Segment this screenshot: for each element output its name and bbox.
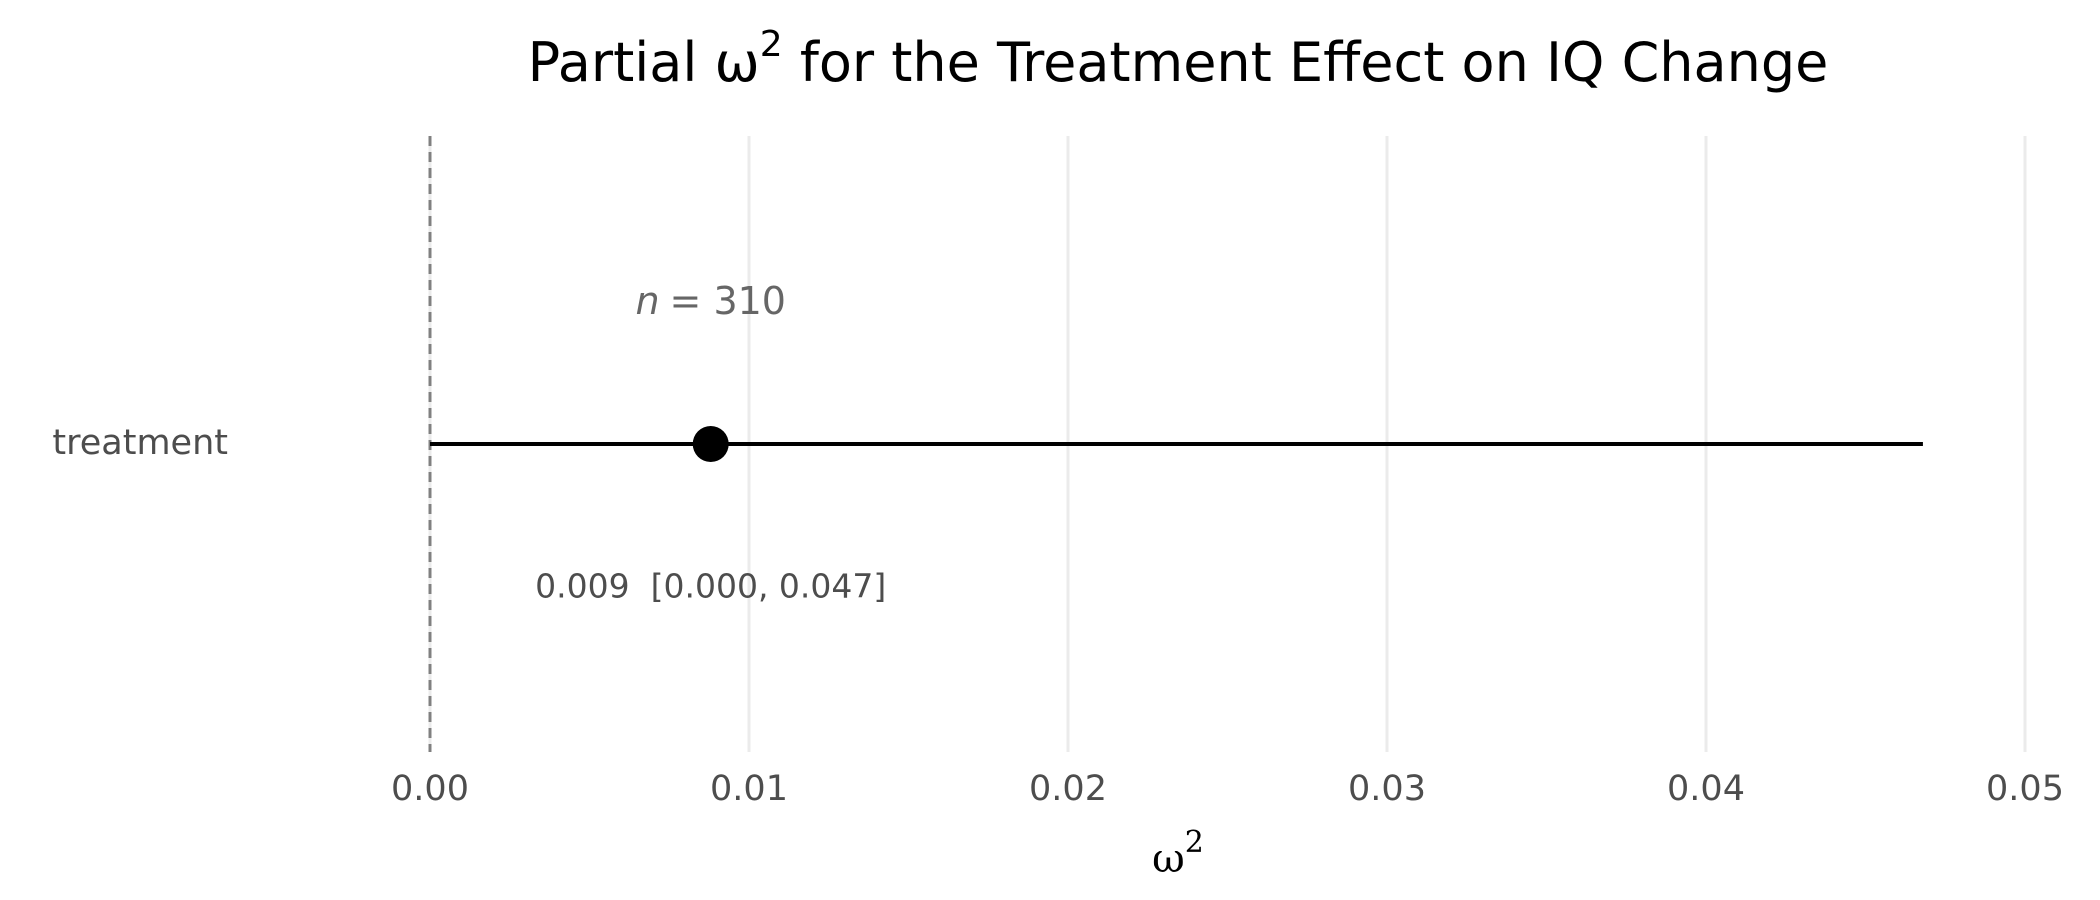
value-label: 0.009 [0.000, 0.047] bbox=[535, 567, 886, 606]
x-label-superscript: 2 bbox=[1185, 825, 1204, 860]
sample-size-label: n = 310 bbox=[635, 279, 786, 323]
title-text: Partial ω bbox=[528, 31, 760, 94]
x-tick-label: 0.03 bbox=[1348, 769, 1426, 809]
x-tick-label: 0.01 bbox=[710, 769, 788, 809]
point-estimate bbox=[692, 426, 729, 462]
x-axis-label: ω2 bbox=[1152, 825, 1204, 882]
x-tick-label: 0.05 bbox=[1986, 769, 2064, 809]
x-tick-label: 0.04 bbox=[1667, 769, 1745, 809]
annotation-symbol: n bbox=[635, 279, 659, 323]
x-label-text: ω bbox=[1152, 836, 1185, 882]
title-text: for the Treatment Effect on IQ Change bbox=[783, 31, 1829, 94]
x-tick-label: 0.00 bbox=[391, 769, 469, 809]
annotation-text: = 310 bbox=[670, 279, 786, 323]
chart-title: Partial ω2 for the Treatment Effect on I… bbox=[528, 24, 1829, 94]
x-tick-label: 0.02 bbox=[1029, 769, 1107, 809]
y-tick-label: treatment bbox=[52, 423, 228, 463]
title-superscript: 2 bbox=[760, 24, 783, 65]
